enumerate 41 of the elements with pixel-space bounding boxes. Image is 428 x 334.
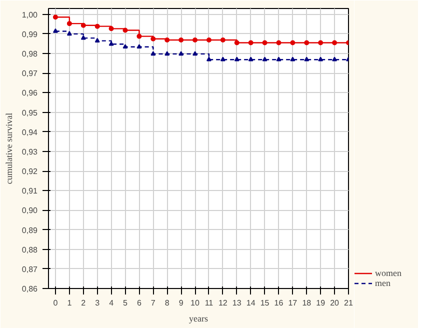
x-tick-label: 17 (288, 298, 298, 308)
x-tick-label: 11 (204, 298, 214, 308)
x-tick-label: 0 (53, 298, 58, 308)
x-tick-label: 16 (274, 298, 284, 308)
y-tick-label: 0,87 (22, 264, 38, 274)
x-tick-label: 2 (81, 298, 86, 308)
x-tick-label: 19 (316, 298, 326, 308)
y-tick-label: 0,91 (22, 186, 38, 196)
y-tick-label: 0,92 (22, 167, 38, 176)
x-tick-label: 18 (302, 298, 312, 308)
x-tick-label: 10 (190, 298, 200, 308)
legend-label: men (375, 278, 392, 288)
x-tick-label: 1 (67, 298, 72, 308)
y-tick-label: 0,88 (22, 245, 38, 254)
x-tick-label: 8 (164, 298, 170, 308)
y-tick-label: 1,00 (22, 10, 38, 20)
x-tick-label: 14 (246, 298, 256, 308)
y-tick-label: 0,94 (22, 128, 38, 137)
x-tick-label: 5 (123, 298, 128, 308)
y-tick-label: 0,86 (22, 284, 38, 294)
x-tick-label: 15 (260, 298, 270, 308)
x-tick-label: 13 (232, 298, 242, 308)
y-tick-label: 0,97 (22, 69, 38, 78)
y-tick-label: 0,95 (22, 108, 38, 118)
x-axis-title: years (189, 314, 208, 324)
x-tick-label: 7 (150, 298, 156, 308)
x-tick-label: 12 (218, 298, 228, 308)
x-tick-label: 3 (95, 298, 100, 308)
x-tick-label: 4 (109, 298, 114, 308)
y-tick-label: 0,90 (22, 206, 38, 216)
x-tick-label: 6 (136, 298, 142, 308)
x-tick-label: 9 (178, 298, 184, 308)
y-tick-label: 0,98 (22, 50, 38, 59)
legend-label: women (375, 268, 402, 278)
x-tick-label: 20 (330, 298, 340, 308)
x-tick-label: 21 (344, 298, 354, 308)
y-tick-label: 0,93 (22, 147, 38, 156)
y-axis-title: cumulative survival (4, 112, 14, 184)
y-tick-label: 0,99 (22, 30, 38, 39)
y-tick-label: 0,96 (22, 88, 38, 98)
y-tick-label: 0,89 (22, 226, 38, 235)
